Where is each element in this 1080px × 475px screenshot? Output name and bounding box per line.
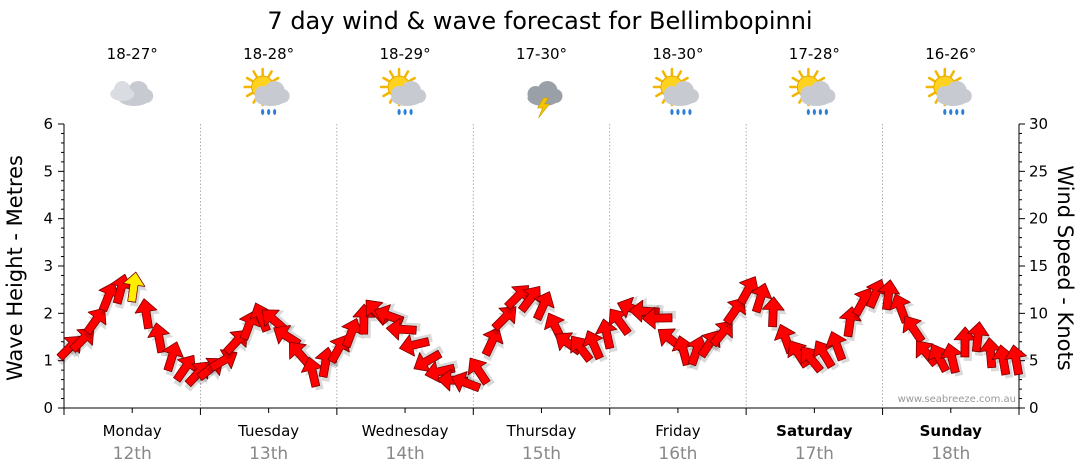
- wind-arrow: [533, 291, 556, 326]
- wind-arrow: [966, 321, 992, 357]
- wind-arrow: [641, 304, 677, 330]
- wind-arrow: [450, 370, 486, 393]
- wind-arrow: [399, 330, 433, 357]
- wind-arrow: [582, 330, 608, 363]
- left-tick-label: 6: [43, 115, 53, 133]
- day-date: 15th: [522, 444, 561, 464]
- temperature-range: 18-27°: [107, 45, 158, 63]
- wind-arrow: [491, 306, 517, 336]
- wind-arrow: [595, 318, 621, 353]
- sun-rain-weather-icon: [925, 67, 972, 115]
- axes: 0 1 2 3 4 5 6 0 5 10 15 20 25 30: [43, 115, 1048, 417]
- right-tick-label: 30: [1029, 115, 1048, 133]
- day-name: Monday: [103, 422, 162, 440]
- wind-arrow: [825, 331, 851, 364]
- wind-arrow: [709, 320, 733, 352]
- temperature-range: 18-28°: [243, 45, 294, 63]
- wind-arrow: [877, 279, 903, 315]
- wind-arrow: [750, 282, 774, 318]
- day-name: Thursday: [506, 422, 577, 440]
- temperature-range: 18-29°: [380, 45, 431, 63]
- storm-weather-icon: [527, 81, 563, 119]
- left-tick-label: 3: [43, 257, 53, 275]
- right-tick-label: 0: [1029, 399, 1039, 417]
- day-name: Wednesday: [362, 422, 449, 440]
- left-tick-label: 1: [43, 352, 53, 370]
- wind-arrow: [341, 318, 364, 353]
- temperature-range: 18-30°: [652, 45, 703, 63]
- wind-arrow: [83, 307, 107, 340]
- wind-arrow: [628, 297, 664, 323]
- wind-arrow: [761, 296, 788, 331]
- day-name: Sunday: [920, 422, 983, 440]
- day-date: 16th: [658, 444, 697, 464]
- wind-arrow: [162, 341, 186, 377]
- chart-title: 7 day wind & wave forecast for Bellimbop…: [267, 7, 812, 35]
- right-tick-label: 20: [1029, 210, 1048, 228]
- wind-arrow: [1004, 344, 1031, 379]
- right-tick-label: 25: [1029, 162, 1048, 180]
- right-axis-label: Wind Speed - Knots: [1053, 165, 1077, 370]
- wind-arrows: [56, 271, 1031, 393]
- day-name: Friday: [655, 422, 701, 440]
- sun-rain-weather-icon: [652, 67, 699, 115]
- wind-arrow: [467, 357, 495, 387]
- temperature-range: 17-30°: [516, 45, 567, 63]
- wind-arrow: [902, 315, 930, 345]
- right-tick-label: 5: [1029, 352, 1039, 370]
- day-date: 17th: [795, 444, 834, 464]
- day-date: 18th: [931, 444, 970, 464]
- day-name: Tuesday: [237, 422, 299, 440]
- wind-arrow: [385, 315, 421, 341]
- right-tick-label: 15: [1029, 257, 1048, 275]
- right-tick-label: 10: [1029, 304, 1048, 322]
- wind-arrow: [374, 303, 409, 326]
- wind-arrow: [122, 271, 148, 307]
- day-date: 12th: [113, 444, 152, 464]
- temperature-range: 16-26°: [925, 45, 976, 63]
- left-tick-label: 4: [43, 210, 53, 228]
- sun-showers-weather-icon: [379, 67, 427, 115]
- left-axis-label: Wave Height - Metres: [3, 155, 27, 381]
- day-header: 18-27° Monday 12th 18-28° Tuesday 13th 18-29° W…: [103, 45, 983, 464]
- day-date: 14th: [386, 444, 425, 464]
- day-name: Saturday: [776, 422, 853, 440]
- credit-text: www.seabreeze.com.au: [898, 394, 1016, 405]
- wind-arrow: [69, 327, 95, 358]
- wind-arrow: [207, 349, 238, 376]
- left-tick-label: 0: [43, 399, 53, 417]
- wind-arrow: [723, 297, 746, 330]
- sun-rain-weather-icon: [789, 67, 836, 115]
- cloudy-weather-icon: [110, 81, 154, 106]
- day-date: 13th: [249, 444, 288, 464]
- left-tick-label: 5: [43, 162, 53, 180]
- wind-arrow: [481, 327, 505, 362]
- left-tick-label: 2: [43, 304, 53, 322]
- sun-showers-weather-icon: [243, 67, 290, 115]
- wind-arrow: [239, 310, 262, 346]
- temperature-range: 17-28°: [789, 45, 840, 63]
